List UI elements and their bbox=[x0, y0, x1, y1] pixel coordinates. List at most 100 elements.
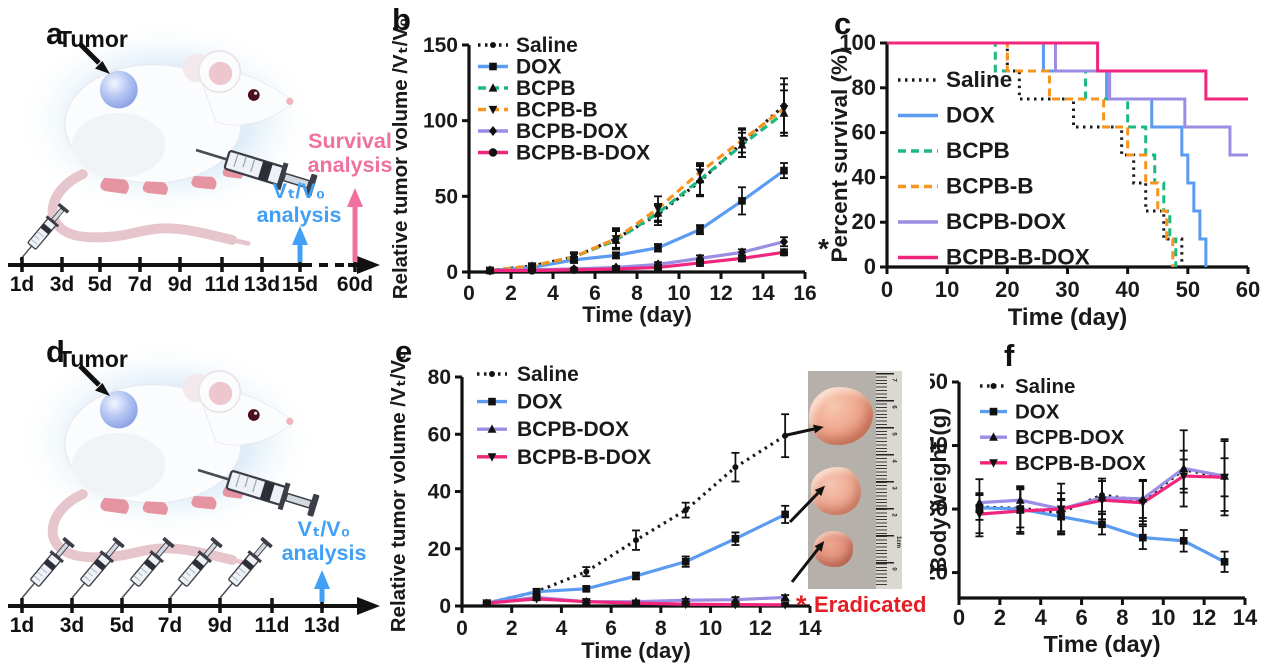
series-BCPB-B bbox=[489, 107, 785, 273]
photo-arrows bbox=[786, 424, 825, 583]
tumor-photo: 7 6 5 4 3 2 1cm 0 bbox=[808, 371, 902, 589]
series-BCPB-B bbox=[887, 41, 1175, 267]
svg-text:20: 20 bbox=[852, 209, 876, 234]
svg-text:2: 2 bbox=[506, 617, 518, 640]
timeline-tick-label: 1d bbox=[9, 273, 35, 296]
timeline-tick-label: 9d bbox=[167, 273, 193, 296]
series-BCPB-DOX bbox=[887, 41, 1248, 157]
panel-f-chart: 0 2 4 6 8 10 12 14 20 30 40 50 Time (day) Body weight… bbox=[930, 369, 1258, 657]
tumor-arrow-icon bbox=[78, 42, 110, 74]
panel-f-letter: f bbox=[1004, 338, 1015, 373]
svg-text:12: 12 bbox=[749, 617, 772, 640]
svg-text:30: 30 bbox=[930, 496, 948, 521]
timeline-tick-label: 5d bbox=[109, 614, 135, 637]
survival-analysis-label: Survival analysis bbox=[307, 129, 393, 177]
timeline-tick-label: 7d bbox=[127, 273, 153, 296]
svg-text:6: 6 bbox=[1075, 605, 1087, 630]
svg-text:14: 14 bbox=[1233, 605, 1258, 630]
svg-text:BCPB-B-DOX: BCPB-B-DOX bbox=[946, 245, 1090, 270]
timeline-tick-label: 11d bbox=[254, 614, 290, 637]
panel-e-letter: e bbox=[395, 334, 413, 369]
tumor-label: Tumor bbox=[58, 26, 128, 52]
series-markers-errorbars bbox=[485, 77, 789, 276]
svg-text:4: 4 bbox=[1035, 605, 1048, 630]
svg-text:100: 100 bbox=[423, 110, 458, 133]
panel-d-scene bbox=[8, 330, 380, 615]
svg-text:40: 40 bbox=[1115, 277, 1139, 302]
svg-text:0: 0 bbox=[864, 254, 876, 279]
svg-text:BCPB-B: BCPB-B bbox=[516, 99, 598, 122]
axis: 0 2 4 6 8 10 12 14 0 20 40 60 80 Time (day) Relative t… bbox=[390, 351, 822, 663]
svg-text:*: * bbox=[796, 590, 807, 620]
series-lines bbox=[887, 41, 1248, 267]
svg-text:BCPB-B: BCPB-B bbox=[946, 174, 1034, 199]
svg-text:20: 20 bbox=[428, 538, 451, 561]
series-markers-errorbars bbox=[482, 413, 790, 610]
timeline-tick-label: 5d bbox=[87, 273, 113, 296]
svg-text:14: 14 bbox=[798, 617, 822, 640]
svg-text:0: 0 bbox=[446, 261, 458, 284]
svg-text:20: 20 bbox=[930, 560, 948, 585]
panel-d-letter: d bbox=[46, 334, 65, 369]
axis: 0 10 20 30 40 50 60 0 20 40 60 80 100 Time (day) Perce… bbox=[830, 30, 1260, 330]
svg-text:80: 80 bbox=[852, 75, 876, 100]
timeline-tick-label: 7d bbox=[157, 614, 183, 637]
svg-text:0: 0 bbox=[463, 282, 475, 305]
panel-a: a Tumor 1d 3d 5d 7d 9d 11d 13d 15d 60d V… bbox=[0, 0, 392, 330]
svg-text:BCPB-DOX: BCPB-DOX bbox=[946, 209, 1066, 234]
svg-text:BCPB: BCPB bbox=[946, 138, 1010, 163]
annotations: * Eradicated bbox=[796, 590, 927, 620]
series-BCPB-B-DOX bbox=[887, 41, 1248, 101]
svg-text:Relative tumor volume /Vₜ/V₀: Relative tumor volume /Vₜ/V₀ bbox=[390, 351, 410, 633]
vt-analysis-label: Vₜ/V₀ analysis bbox=[281, 517, 367, 565]
svg-text:30: 30 bbox=[1055, 277, 1079, 302]
svg-text:0: 0 bbox=[953, 605, 965, 630]
svg-text:10: 10 bbox=[935, 277, 959, 302]
series-lines bbox=[489, 104, 786, 273]
svg-text:Saline: Saline bbox=[1015, 375, 1075, 398]
svg-text:50: 50 bbox=[930, 369, 948, 394]
svg-text:12: 12 bbox=[709, 282, 732, 305]
svg-text:0: 0 bbox=[881, 277, 893, 302]
svg-text:40: 40 bbox=[852, 164, 876, 189]
svg-text:Saline: Saline bbox=[517, 363, 579, 386]
panel-b-chart: 0 2 4 6 8 10 12 14 16 0 50 100 150 Time (day) Relative… bbox=[390, 18, 829, 327]
svg-text:BCPB-B-DOX: BCPB-B-DOX bbox=[516, 142, 650, 165]
svg-text:DOX: DOX bbox=[1015, 401, 1060, 424]
svg-text:DOX: DOX bbox=[516, 56, 562, 79]
svg-text:BCPB-DOX: BCPB-DOX bbox=[1015, 426, 1125, 449]
svg-text:10: 10 bbox=[1151, 605, 1175, 630]
series-DOX bbox=[486, 512, 786, 605]
panel-a-scene bbox=[8, 0, 380, 274]
svg-text:Body weight (g): Body weight (g) bbox=[930, 408, 951, 573]
survival-analysis-arrow-icon bbox=[347, 188, 363, 262]
svg-text:Percent survival (%): Percent survival (%) bbox=[830, 47, 852, 262]
svg-text:Relative tumor volume /Vₜ/V₀: Relative tumor volume /Vₜ/V₀ bbox=[390, 18, 412, 300]
svg-text:BCPB: BCPB bbox=[516, 77, 576, 100]
svg-text:DOX: DOX bbox=[946, 103, 995, 128]
svg-text:150: 150 bbox=[423, 34, 458, 57]
tumor-arrow-icon bbox=[78, 364, 110, 396]
svg-text:6: 6 bbox=[605, 617, 617, 640]
svg-text:20: 20 bbox=[995, 277, 1019, 302]
vt-analysis-arrow-icon bbox=[314, 570, 330, 602]
svg-text:4: 4 bbox=[547, 282, 559, 305]
timeline-tick-label: 60d bbox=[336, 273, 374, 296]
vt-analysis-label: Vₜ/V₀ analysis bbox=[256, 179, 342, 227]
svg-text:10: 10 bbox=[667, 282, 690, 305]
timeline-tick-label: 3d bbox=[59, 614, 85, 637]
axis: 0 2 4 6 8 10 12 14 16 0 50 100 150 Time (day) Relative… bbox=[390, 18, 817, 327]
panel-a-letter: a bbox=[46, 16, 64, 51]
panel-d: d Tumor 1d 3d 5d 7d 9d 11d 13d Vₜ/V₀ ana… bbox=[0, 330, 390, 665]
svg-text:8: 8 bbox=[655, 617, 667, 640]
injection-syringe-icon bbox=[64, 535, 127, 605]
svg-text:60: 60 bbox=[1236, 277, 1260, 302]
svg-text:10: 10 bbox=[699, 617, 722, 640]
svg-text:6: 6 bbox=[589, 282, 601, 305]
timeline-tick-label: 15d bbox=[281, 273, 319, 296]
